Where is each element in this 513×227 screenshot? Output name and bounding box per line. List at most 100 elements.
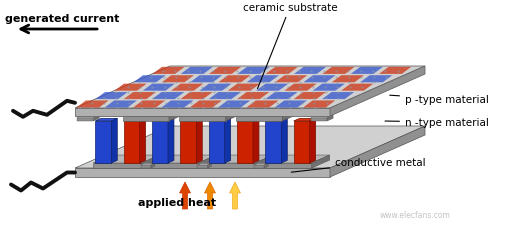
Polygon shape <box>303 101 336 108</box>
Polygon shape <box>181 68 213 75</box>
Polygon shape <box>143 84 175 91</box>
Polygon shape <box>162 101 193 108</box>
Polygon shape <box>275 101 307 108</box>
Polygon shape <box>123 109 186 116</box>
Polygon shape <box>111 119 117 163</box>
Polygon shape <box>351 68 383 75</box>
Polygon shape <box>332 76 364 83</box>
Polygon shape <box>181 119 202 121</box>
Polygon shape <box>360 76 392 83</box>
Text: www.elecfans.com: www.elecfans.com <box>380 211 451 220</box>
Polygon shape <box>105 101 137 108</box>
Polygon shape <box>95 121 111 163</box>
Polygon shape <box>282 109 300 121</box>
Polygon shape <box>209 68 241 75</box>
Polygon shape <box>76 101 109 108</box>
Polygon shape <box>75 168 330 177</box>
Polygon shape <box>254 164 268 165</box>
Polygon shape <box>141 164 155 165</box>
Text: applied heat: applied heat <box>138 197 216 207</box>
Polygon shape <box>322 93 354 100</box>
Text: p -type material: p -type material <box>390 95 489 105</box>
Polygon shape <box>247 76 279 83</box>
Polygon shape <box>181 121 196 163</box>
Polygon shape <box>311 115 333 118</box>
Polygon shape <box>266 68 298 75</box>
Polygon shape <box>141 165 151 168</box>
Polygon shape <box>281 119 287 163</box>
Polygon shape <box>196 119 202 163</box>
Polygon shape <box>327 115 333 121</box>
Polygon shape <box>237 119 259 121</box>
Polygon shape <box>77 118 93 121</box>
Polygon shape <box>238 68 270 75</box>
Polygon shape <box>75 109 330 116</box>
Polygon shape <box>293 121 310 163</box>
Polygon shape <box>246 101 279 108</box>
Polygon shape <box>93 155 160 163</box>
Polygon shape <box>190 76 222 83</box>
Polygon shape <box>140 119 146 163</box>
Polygon shape <box>123 116 169 121</box>
Polygon shape <box>180 116 226 121</box>
Polygon shape <box>200 84 231 91</box>
Polygon shape <box>313 84 345 91</box>
Polygon shape <box>256 84 288 91</box>
Polygon shape <box>209 93 241 100</box>
Polygon shape <box>171 84 203 91</box>
Polygon shape <box>253 119 259 163</box>
Text: generated current: generated current <box>5 14 120 24</box>
Polygon shape <box>152 93 184 100</box>
Polygon shape <box>263 163 312 168</box>
Polygon shape <box>152 119 174 121</box>
Polygon shape <box>152 68 185 75</box>
Polygon shape <box>255 155 273 168</box>
Polygon shape <box>265 121 281 163</box>
Polygon shape <box>205 182 215 209</box>
Polygon shape <box>236 116 282 121</box>
Polygon shape <box>294 93 326 100</box>
Polygon shape <box>209 119 231 121</box>
Polygon shape <box>310 119 315 163</box>
Polygon shape <box>150 163 199 168</box>
Polygon shape <box>75 126 425 168</box>
Polygon shape <box>237 121 253 163</box>
Polygon shape <box>93 115 100 121</box>
Polygon shape <box>219 76 250 83</box>
Polygon shape <box>180 109 243 116</box>
Polygon shape <box>180 182 190 209</box>
Polygon shape <box>133 101 165 108</box>
Polygon shape <box>162 76 194 83</box>
Polygon shape <box>124 119 146 121</box>
Polygon shape <box>209 121 225 163</box>
Polygon shape <box>169 109 186 121</box>
Polygon shape <box>199 155 216 168</box>
Polygon shape <box>151 164 155 168</box>
Text: n -type material: n -type material <box>385 118 489 127</box>
Polygon shape <box>95 119 117 121</box>
Polygon shape <box>228 84 260 91</box>
Polygon shape <box>330 67 425 116</box>
Text: ceramic substrate: ceramic substrate <box>243 3 338 89</box>
Polygon shape <box>133 76 166 83</box>
Polygon shape <box>142 155 160 168</box>
Polygon shape <box>208 164 211 168</box>
Text: conductive metal: conductive metal <box>291 157 426 173</box>
Polygon shape <box>311 118 327 121</box>
Polygon shape <box>93 163 142 168</box>
Polygon shape <box>264 164 268 168</box>
Polygon shape <box>218 101 250 108</box>
Polygon shape <box>207 163 255 168</box>
Polygon shape <box>312 155 330 168</box>
Polygon shape <box>275 76 307 83</box>
Polygon shape <box>341 84 373 91</box>
Polygon shape <box>237 93 269 100</box>
Polygon shape <box>150 155 216 163</box>
Polygon shape <box>207 155 273 163</box>
Polygon shape <box>181 93 212 100</box>
Polygon shape <box>124 93 156 100</box>
Polygon shape <box>168 119 174 163</box>
Polygon shape <box>303 76 336 83</box>
Polygon shape <box>225 119 231 163</box>
Polygon shape <box>254 165 264 168</box>
